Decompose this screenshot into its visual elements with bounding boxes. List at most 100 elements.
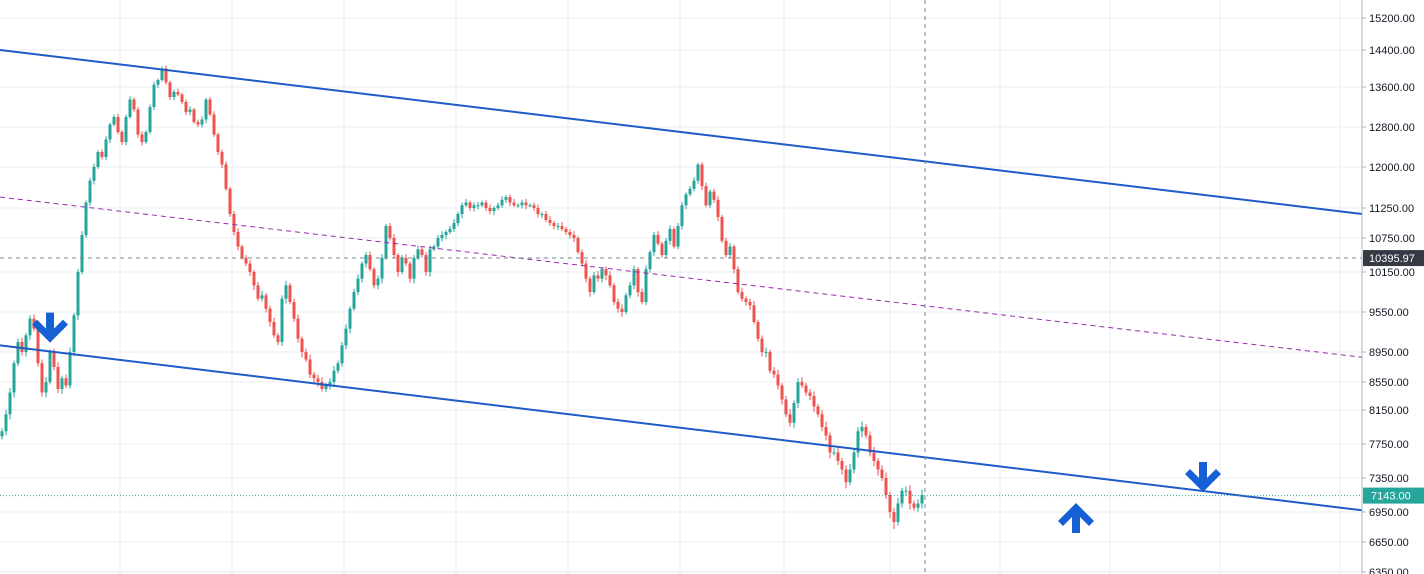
- candle-body: [784, 399, 788, 415]
- candle-body: [140, 134, 144, 142]
- tick-label: 6650.00: [1369, 537, 1409, 549]
- candle-body: [744, 298, 748, 302]
- candle-body: [488, 208, 492, 211]
- candle-body: [796, 382, 800, 403]
- tick-label: 8150.00: [1369, 405, 1409, 417]
- candles: [0, 65, 924, 530]
- candle-body: [192, 109, 196, 122]
- candle-body: [872, 452, 876, 461]
- candle-body: [44, 382, 48, 393]
- candle-body: [68, 352, 72, 386]
- candle-body: [224, 164, 228, 189]
- tick-label: 12800.00: [1369, 122, 1415, 134]
- candle-body: [180, 94, 184, 102]
- candle-body: [544, 214, 548, 220]
- candle-body: [780, 385, 784, 400]
- candle-body: [248, 263, 252, 272]
- candle-body: [76, 272, 80, 316]
- candle-body: [116, 117, 120, 132]
- candle-body: [252, 272, 256, 286]
- candle-body: [888, 495, 892, 512]
- candle-body: [908, 490, 912, 504]
- candle-body: [204, 99, 208, 120]
- candle-body: [548, 220, 552, 223]
- candle-body: [704, 186, 708, 206]
- candle-body: [272, 322, 276, 336]
- candle-body: [84, 202, 88, 235]
- candle-body: [764, 352, 768, 353]
- candle-body: [600, 269, 604, 279]
- candle-body: [624, 295, 628, 312]
- candle-body: [72, 315, 76, 352]
- candle-body: [8, 392, 12, 415]
- candle-body: [436, 238, 440, 247]
- candle-body: [348, 308, 352, 329]
- candle-body: [24, 335, 28, 352]
- candle-body: [504, 197, 508, 200]
- candle-body: [876, 461, 880, 470]
- candle-body: [508, 197, 512, 203]
- candle-body: [628, 285, 632, 296]
- candle-body: [724, 240, 728, 255]
- candle-body: [304, 352, 308, 360]
- candle-body: [336, 363, 340, 371]
- candle-body: [496, 205, 500, 208]
- candle-body: [772, 370, 776, 375]
- candle-body: [800, 382, 804, 386]
- price-axis-background: [1362, 0, 1424, 574]
- candle-body: [184, 102, 188, 112]
- candle-body: [308, 359, 312, 375]
- candle-body: [268, 308, 272, 322]
- candle-body: [612, 285, 616, 302]
- candle-body: [400, 257, 404, 272]
- candle-body: [196, 122, 200, 125]
- candle-body: [776, 374, 780, 386]
- candle-body: [580, 252, 584, 264]
- candle-body: [356, 278, 360, 292]
- candle-body: [664, 240, 668, 255]
- candle-body: [324, 385, 328, 389]
- candle-body: [136, 109, 140, 135]
- candle-body: [588, 278, 592, 292]
- candle-body: [228, 188, 232, 214]
- tick-label: 13600.00: [1369, 82, 1415, 94]
- candle-body: [404, 257, 408, 264]
- candle-body: [896, 503, 900, 522]
- candle-body: [884, 478, 888, 495]
- candle-body: [828, 435, 832, 453]
- candle-body: [808, 392, 812, 396]
- candle-body: [712, 191, 716, 200]
- candle-body: [860, 427, 864, 432]
- candle-body: [844, 469, 848, 483]
- candle-body: [380, 257, 384, 279]
- candle-body: [644, 269, 648, 302]
- candle-body: [164, 68, 168, 83]
- candle-body: [512, 202, 516, 206]
- tick-label: 14400.00: [1369, 45, 1415, 57]
- candle-body: [736, 269, 740, 292]
- candle-body: [60, 378, 64, 389]
- channel-mid-line: [0, 196, 1363, 358]
- candle-body: [332, 370, 336, 382]
- candle-body: [648, 252, 652, 270]
- tick-label: 8950.00: [1369, 347, 1409, 359]
- candle-body: [584, 263, 588, 279]
- candle-body: [848, 469, 852, 483]
- tick-label: 7350.00: [1369, 473, 1409, 485]
- candle-body: [552, 223, 556, 226]
- candle-body: [168, 82, 172, 97]
- candle-body: [132, 99, 136, 110]
- candle-body: [916, 503, 920, 508]
- candle-body: [460, 205, 464, 214]
- candle-body: [900, 490, 904, 504]
- candle-body: [376, 278, 380, 286]
- candle-body: [672, 229, 676, 247]
- candle-body: [568, 232, 572, 235]
- candle-body: [220, 152, 224, 165]
- tick-label: 11250.00: [1369, 203, 1414, 215]
- candle-body: [852, 452, 856, 470]
- price-axis[interactable]: 15200.00 14400.00 13600.00 12800.00 12000.00…: [1361, 0, 1424, 574]
- candle-body: [128, 99, 132, 117]
- candle-body: [212, 114, 216, 135]
